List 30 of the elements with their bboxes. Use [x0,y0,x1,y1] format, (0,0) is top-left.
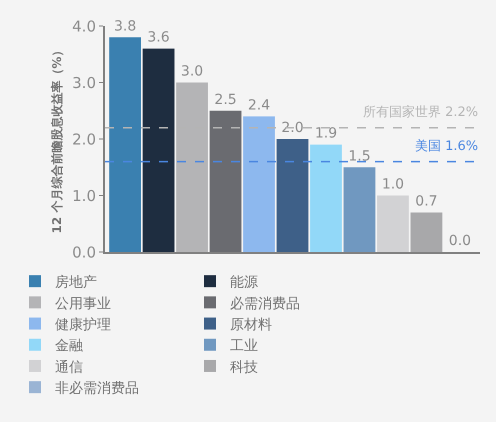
legend-label: 公用事业 [55,296,111,312]
data-label: 3.0 [180,64,204,80]
y-axis-title: 12 个月综合前瞻股息收益率（%） [50,44,64,234]
legend-label: 非必需消费品 [55,380,139,397]
ref-line-label: 所有国家世界 2.2% [363,104,478,120]
legend-label: 金融 [55,338,83,354]
data-label: 2.0 [281,120,304,136]
ref-line-label: 美国 1.6% [415,138,478,154]
data-label: 1.9 [314,126,338,142]
legend-label: 科技 [230,359,258,376]
data-label: 0.7 [415,193,438,210]
data-label: 1.0 [382,176,404,192]
data-label: 3.6 [147,30,170,46]
legend-label: 原材料 [230,317,272,334]
legend-label: 必需消费品 [230,296,300,312]
legend-label: 通信 [55,359,83,376]
y-tick-label: 3.0 [72,74,96,92]
legend-label: 健康护理 [55,317,111,334]
y-tick-label: 4.0 [72,17,96,36]
data-label: 2.4 [248,97,270,114]
legend-label: 房地产 [55,274,97,291]
y-tick-label: 2.0 [72,130,96,148]
data-label: 1.5 [348,148,371,164]
legend-label: 能源 [230,274,258,291]
data-label: 3.8 [114,18,136,34]
legend-label: 工业 [230,338,258,354]
y-tick-label: 0.0 [72,243,96,262]
y-tick-label: 1.0 [72,186,96,205]
data-label: 0.0 [448,233,472,249]
data-label: 2.5 [214,92,237,108]
